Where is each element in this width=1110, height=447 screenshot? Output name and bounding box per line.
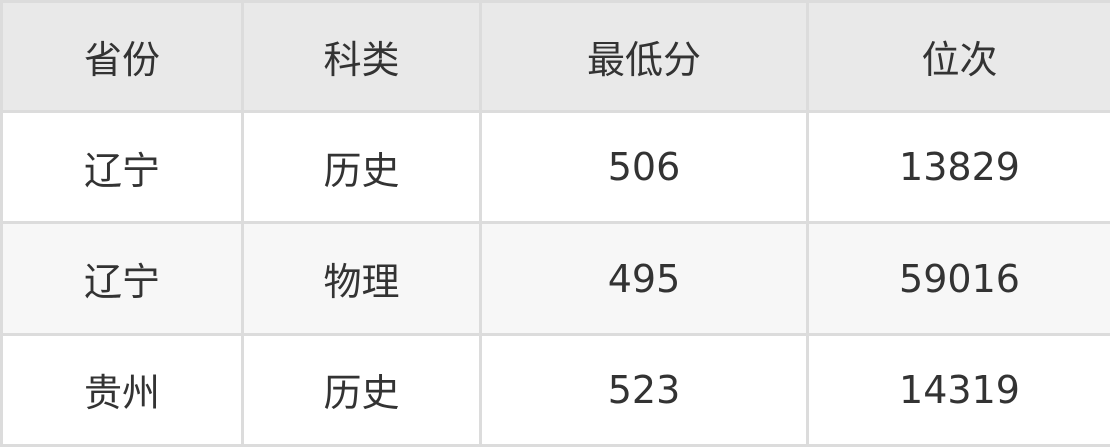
table-row: 辽宁 历史 506 13829 xyxy=(0,110,1110,225)
cell-rank: 14319 xyxy=(806,332,1110,447)
cell-subject: 历史 xyxy=(241,110,482,225)
cell-province: 辽宁 xyxy=(0,221,244,336)
cell-min-score: 523 xyxy=(479,332,809,447)
cell-rank: 59016 xyxy=(806,221,1110,336)
cell-province: 贵州 xyxy=(0,332,244,447)
header-province: 省份 xyxy=(0,0,244,114)
cell-subject: 历史 xyxy=(241,332,482,447)
header-min-score: 最低分 xyxy=(479,0,809,114)
cell-min-score: 506 xyxy=(479,110,809,225)
table-row: 贵州 历史 523 14319 xyxy=(0,332,1110,447)
table-header-row: 省份 科类 最低分 位次 xyxy=(0,0,1110,114)
header-subject: 科类 xyxy=(241,0,482,114)
cell-subject: 物理 xyxy=(241,221,482,336)
table-row: 辽宁 物理 495 59016 xyxy=(0,221,1110,336)
cell-province: 辽宁 xyxy=(0,110,244,225)
header-rank: 位次 xyxy=(806,0,1110,114)
cell-min-score: 495 xyxy=(479,221,809,336)
cell-rank: 13829 xyxy=(806,110,1110,225)
